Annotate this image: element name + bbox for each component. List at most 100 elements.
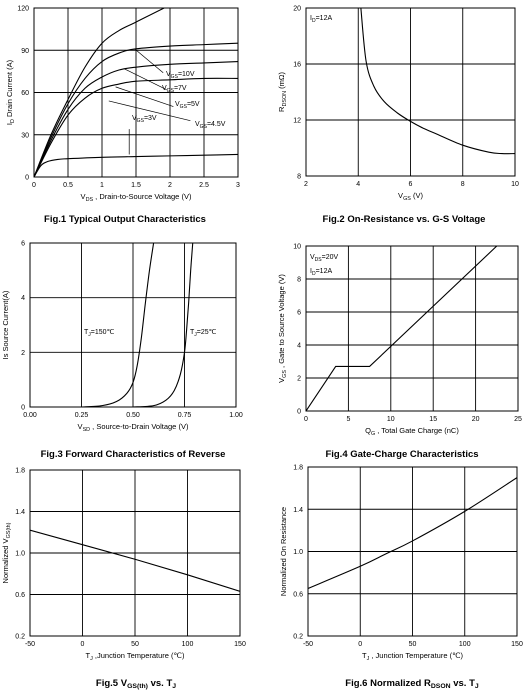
x-tick-label: 1.5 xyxy=(131,182,141,189)
x-axis-label: TJ​ , Junction Temperature (℃) xyxy=(362,651,464,662)
x-tick-label: 2 xyxy=(168,182,172,189)
fig4-chart: 0 5 10 15 20 25 0 2 4 6 8 10 QG​ , Total Gate Charge… xyxy=(277,244,522,461)
y-tick-label: 4 xyxy=(297,343,301,350)
series-line-vgs3v xyxy=(34,153,238,177)
annotation-label: VGS​=7V xyxy=(162,85,187,94)
y-tick-label: 6 xyxy=(21,241,25,248)
y-tick-label: 6 xyxy=(297,310,301,317)
series-line-0 xyxy=(30,529,240,592)
y-tick-label: 4 xyxy=(21,295,25,302)
x-tick-label: 5 xyxy=(346,416,350,423)
x-tick-label: 1.00 xyxy=(229,412,243,419)
figure-caption: Fig.6 Normalized RDSON​ vs. TJ​ xyxy=(345,678,479,690)
x-tick-label: 2.5 xyxy=(199,182,209,189)
x-tick-label: 50 xyxy=(409,641,417,648)
x-tick-label: 0 xyxy=(32,182,36,189)
y-tick-label: 20 xyxy=(293,6,301,13)
series-line-0 xyxy=(306,246,498,411)
y-tick-label: 120 xyxy=(17,6,29,13)
y-tick-label: 12 xyxy=(293,118,301,125)
plot-frame xyxy=(33,7,239,178)
y-tick-label: 2 xyxy=(21,350,25,357)
y-tick-label: 0 xyxy=(297,409,301,416)
fig2-chart: 2 4 6 8 10 8 12 16 20 VGS​ (V) RDSON​ (mΩ) Fig.2 On… xyxy=(277,6,519,226)
annotation-label: VGS​=4.5V xyxy=(195,121,226,130)
series-line-vgs4.5v xyxy=(34,77,238,177)
plot-frame xyxy=(305,7,516,177)
x-tick-label: 2 xyxy=(304,181,308,188)
y-tick-label: 90 xyxy=(21,48,29,55)
figure-caption: Fig.5 VGS(th)​ vs. TJ​ xyxy=(96,678,176,690)
annotation-leader xyxy=(123,68,167,90)
x-tick-label: 0.50 xyxy=(126,412,140,419)
annotation-label: ID​=12A xyxy=(310,15,332,24)
x-axis-label: TJ​ ,Junction Temperature (℃) xyxy=(86,651,185,662)
y-tick-label: 8 xyxy=(297,277,301,284)
x-tick-label: 25 xyxy=(514,416,522,423)
plot-frame xyxy=(29,469,241,637)
annotation-label: VGS​=5V xyxy=(175,101,200,110)
y-tick-label: 1.0 xyxy=(15,551,25,558)
annotation-leader xyxy=(108,100,191,122)
annotation-label: VGS​=3V xyxy=(132,115,157,124)
x-tick-label: 10 xyxy=(387,416,395,423)
figure-caption: Fig.4 Gate-Charge Characteristics xyxy=(325,449,478,460)
y-axis-label: RDSON​ (mΩ) xyxy=(277,72,288,112)
annotation-leader xyxy=(134,48,164,74)
y-tick-label: 0 xyxy=(21,405,25,412)
y-tick-label: 1.8 xyxy=(293,465,303,472)
figure-caption: Fig.3 Forward Characteristics of Reverse xyxy=(41,449,226,460)
y-tick-label: 0.6 xyxy=(15,592,25,599)
series-line-0 xyxy=(308,477,517,589)
annotation-label: VDS​=20V xyxy=(310,254,339,263)
x-tick-label: 150 xyxy=(234,641,246,648)
series-line-tj25 xyxy=(132,243,194,407)
annotation-label: VGS​=10V xyxy=(166,71,195,80)
y-tick-label: 2 xyxy=(297,376,301,383)
x-tick-label: -50 xyxy=(303,641,313,648)
x-tick-label: 0 xyxy=(304,416,308,423)
y-tick-label: 10 xyxy=(293,244,301,251)
x-tick-label: 8 xyxy=(461,181,465,188)
x-tick-label: 15 xyxy=(429,416,437,423)
x-tick-label: 150 xyxy=(511,641,523,648)
y-tick-label: 1.8 xyxy=(15,468,25,475)
plot-frame xyxy=(305,245,519,412)
fig5-chart: -50 0 50 100 150 0.2 0.6 1.0 1.4 1.8 TJ​ ,Junction… xyxy=(1,468,246,691)
y-axis-label: Is Source Current(A) xyxy=(1,290,10,359)
fig6-chart: -50 0 50 100 150 0.2 0.6 1.0 1.4 1.8 TJ​ , Junctio… xyxy=(279,465,523,691)
y-tick-label: 30 xyxy=(21,132,29,139)
figure-caption: Fig.2 On-Resistance vs. G-S Voltage xyxy=(323,214,486,225)
y-tick-label: 1.4 xyxy=(293,507,303,514)
x-tick-label: 0.25 xyxy=(75,412,89,419)
y-axis-label: VGS​ , Gate to Source Voltage (V) xyxy=(277,274,288,383)
series-line-tj150 xyxy=(81,243,155,407)
series-label: TJ​=25℃ xyxy=(190,329,217,338)
x-tick-label: 100 xyxy=(459,641,471,648)
y-tick-label: 0.6 xyxy=(293,591,303,598)
x-tick-label: 1 xyxy=(100,182,104,189)
x-tick-label: 0.75 xyxy=(178,412,192,419)
x-tick-label: 50 xyxy=(131,641,139,648)
annotation-label: ID​=12A xyxy=(310,268,332,277)
x-tick-label: 20 xyxy=(472,416,480,423)
x-tick-label: 4 xyxy=(356,181,360,188)
x-tick-label: 10 xyxy=(511,181,519,188)
x-tick-label: 0.00 xyxy=(23,412,37,419)
x-axis-label: VDS​ , Drain-to-Source Voltage (V) xyxy=(81,192,192,203)
series-line-0 xyxy=(360,8,515,155)
x-tick-label: 6 xyxy=(409,181,413,188)
x-tick-label: -50 xyxy=(25,641,35,648)
y-tick-label: 1.0 xyxy=(293,549,303,556)
series-line-vgs10v xyxy=(34,8,166,177)
y-tick-label: 1.4 xyxy=(15,509,25,516)
y-tick-label: 8 xyxy=(297,174,301,181)
y-tick-label: 60 xyxy=(21,90,29,97)
y-axis-label: ID​ Drain Current (A) xyxy=(5,59,16,125)
y-tick-label: 16 xyxy=(293,62,301,69)
plot-frame xyxy=(307,466,518,637)
x-tick-label: 0 xyxy=(358,641,362,648)
fig3-chart: 0.00 0.25 0.50 0.75 1.00 0 2 4 6 VSD​ , Source-to… xyxy=(1,241,243,461)
